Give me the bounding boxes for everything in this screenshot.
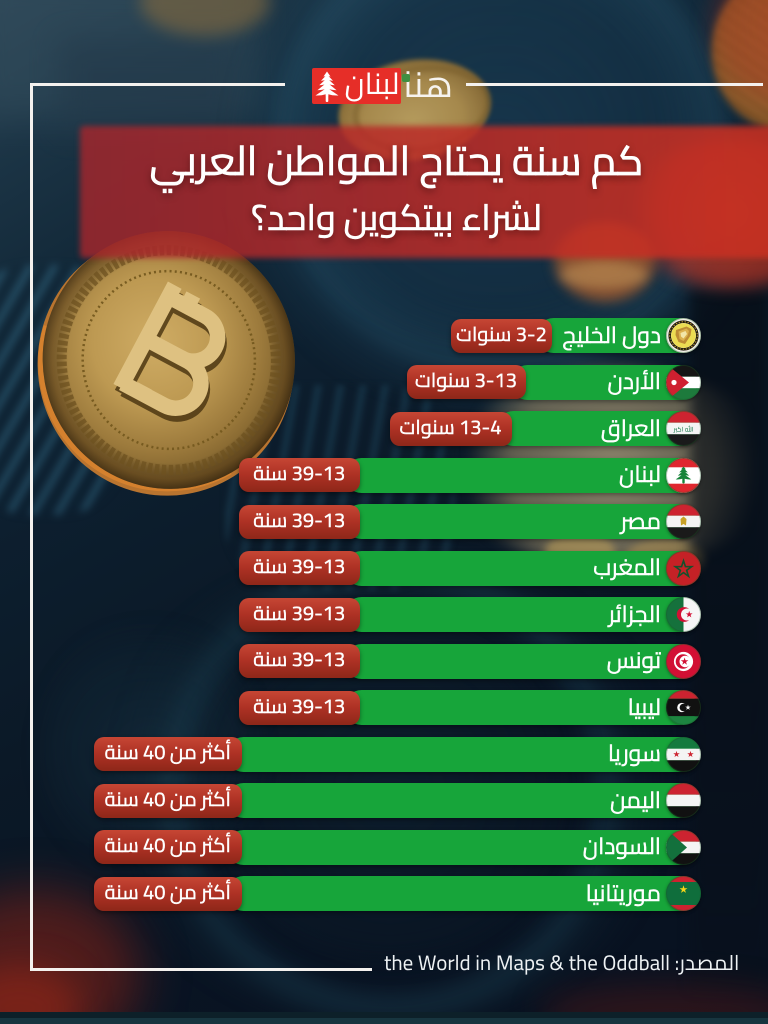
svg-text:الله اكبر: الله اكبر — [672, 424, 693, 436]
